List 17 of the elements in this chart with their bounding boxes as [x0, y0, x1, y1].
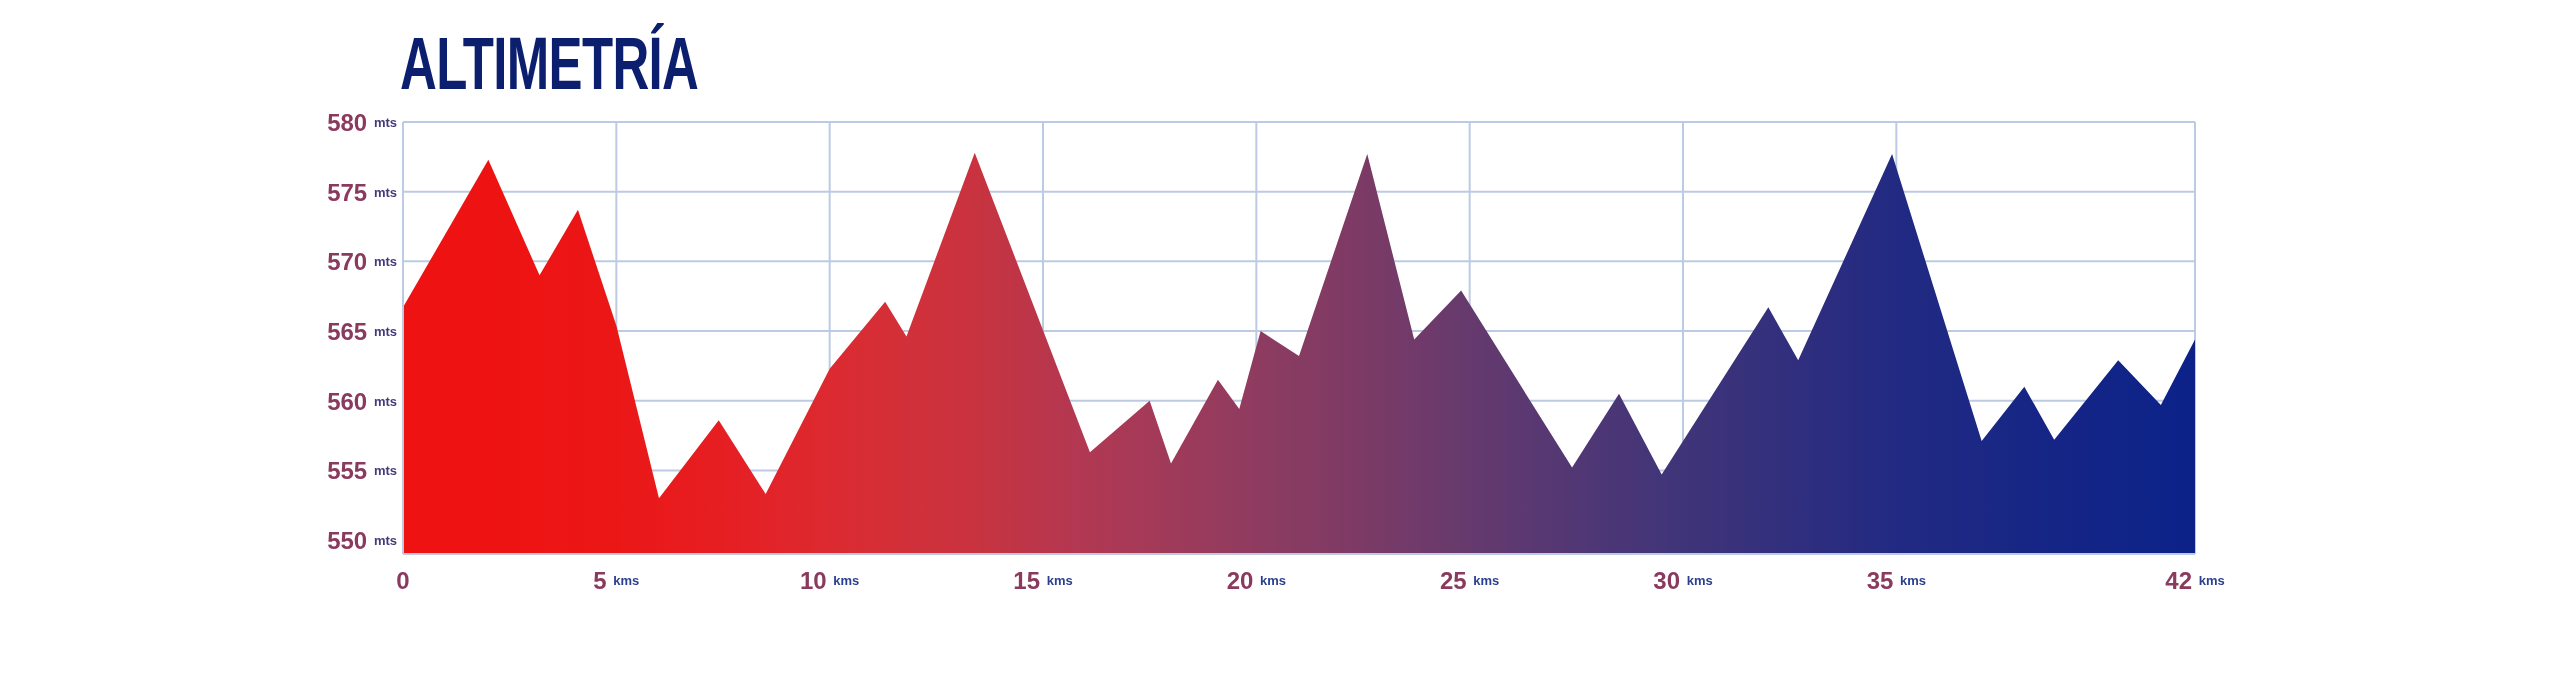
- x-tick-label: 15 kms: [1013, 566, 1073, 594]
- chart-title: ALTIMETRÍA: [400, 21, 699, 105]
- x-tick-label: 10 kms: [799, 566, 860, 594]
- y-tick-label: 580 mts: [327, 108, 397, 136]
- y-tick-label: 565 mts: [327, 317, 397, 345]
- x-tick-label: 42 kms: [2165, 566, 2225, 594]
- x-tick-label: 25 kms: [1439, 566, 1500, 594]
- x-tick-label: 20 kms: [1226, 566, 1287, 594]
- y-tick-label: 560 mts: [327, 387, 397, 415]
- y-tick-label: 570 mts: [327, 247, 397, 275]
- y-tick-label: 555 mts: [327, 456, 397, 484]
- x-tick-label: 35 kms: [1866, 566, 1927, 594]
- x-tick-label: 0: [396, 566, 410, 594]
- y-tick-label: 550 mts: [327, 526, 397, 554]
- x-tick-label: 5 kms: [593, 566, 640, 594]
- y-tick-label: 575 mts: [327, 178, 397, 206]
- x-tick-label: 30 kms: [1653, 566, 1713, 594]
